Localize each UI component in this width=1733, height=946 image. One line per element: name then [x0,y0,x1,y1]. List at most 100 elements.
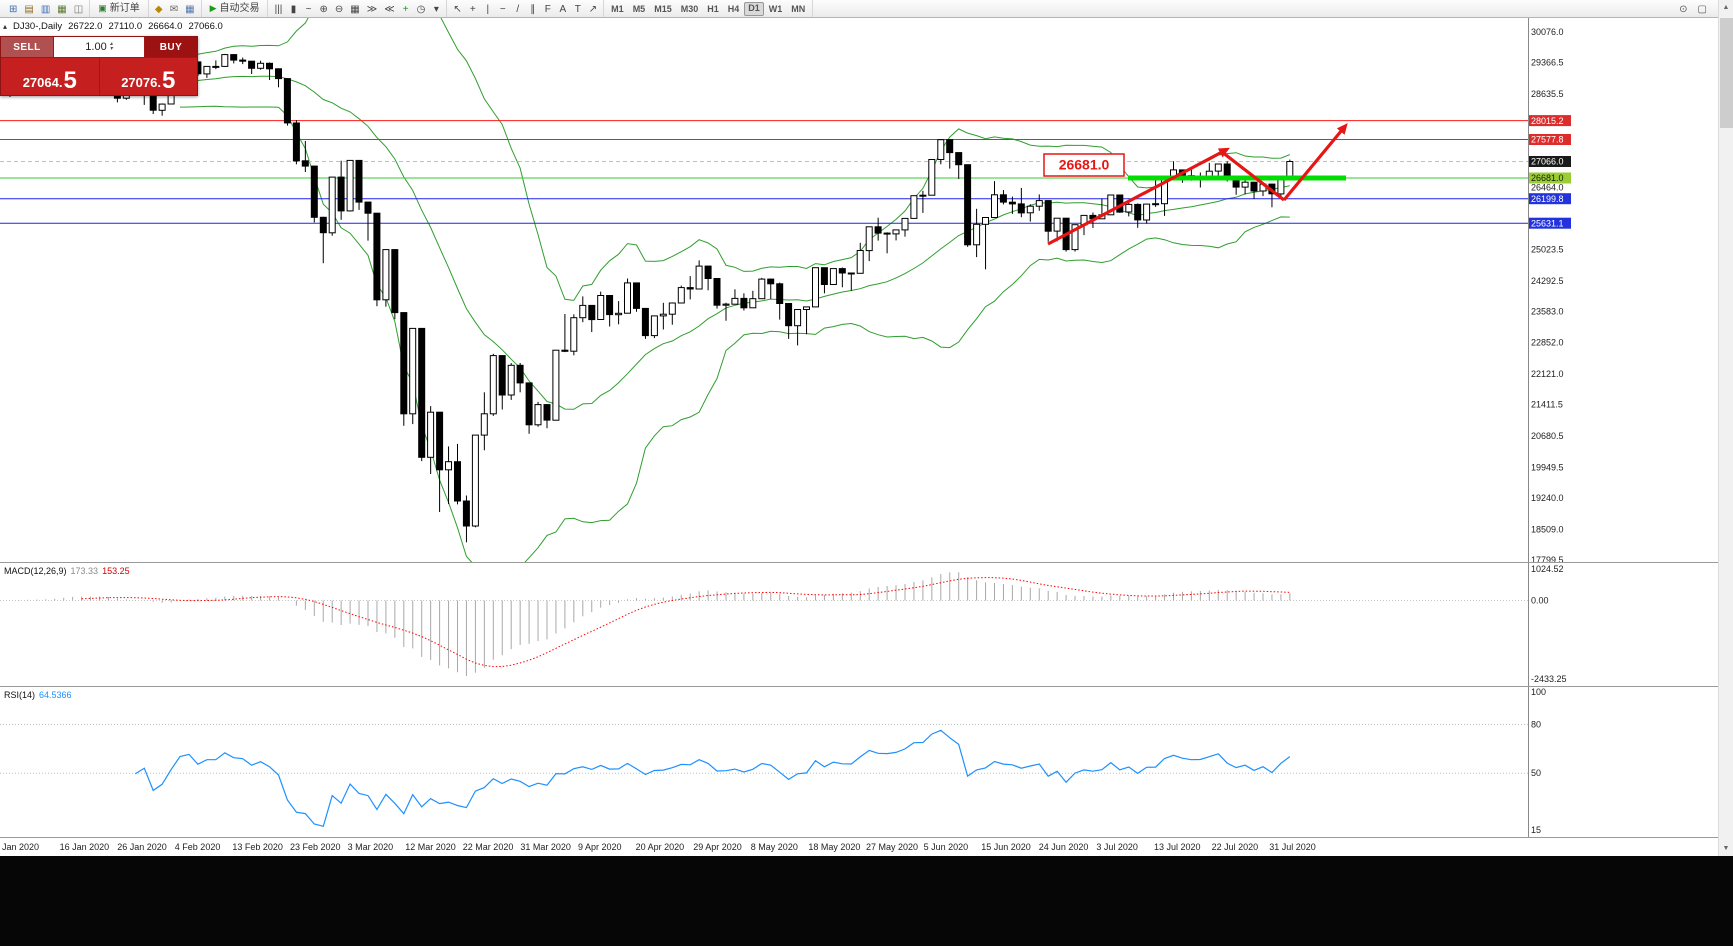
rsi-name: RSI(14) [4,690,36,700]
timeframe-d1[interactable]: D1 [744,1,764,16]
candlestick-chart-icon[interactable]: ▮ [290,3,297,15]
rsi-scale-tick: 50 [1531,768,1541,778]
tile-windows-icon[interactable]: ▦ [350,3,360,15]
mailbox-icon[interactable]: ✉ [169,3,179,15]
chart-window[interactable]: 30076.0 29366.5 28635.5 26464.0 25023.5 24292… [0,18,1733,946]
timeframe-w1[interactable]: W1 [768,3,783,14]
data-window-icon[interactable]: ▦ [57,3,67,15]
candles [6,53,1294,543]
vertical-line-icon[interactable]: | [486,3,490,15]
economic-calendar-icon[interactable]: ▦ [185,3,195,15]
rsi-scale-tick: 15 [1531,825,1541,835]
templates-icon[interactable]: ▾ [433,3,439,15]
time-label: 27 May 2020 [866,842,919,852]
text-icon[interactable]: A [559,3,567,15]
market-watch-icon[interactable]: ▥ [40,3,51,15]
time-label: 15 Jun 2020 [981,842,1031,852]
ohlc-high: 27110.0 [108,21,143,32]
lot-size-input[interactable]: 1.00 ▴ ▾ [53,37,145,57]
one-click-trading-panel: SELL 1.00 ▴ ▾ BUY 27064. 5 27076. 5 [0,36,198,96]
scroll-up-icon[interactable]: ▲ [1722,4,1730,11]
macd-scale-tick: 1024.52 [1531,564,1564,574]
price-callout-box[interactable] [1043,153,1125,177]
ohlc-low: 26664.0 [148,21,183,32]
macd-histogram [18,572,1291,677]
crosshair-icon[interactable]: + [469,3,476,15]
cursor-icon[interactable]: ↖ [453,3,462,15]
price-chart[interactable]: 30076.0 29366.5 28635.5 26464.0 25023.5 24292… [0,18,1733,562]
rsi-line [134,729,1291,828]
rsi-scale-tick: 80 [1531,720,1541,730]
toolbar-draw-group: ↖ + | − / ∥ F A T ↗ [447,0,605,17]
timeframe-m1[interactable]: M1 [611,3,624,14]
macd-name: MACD(12,26,9) [4,566,67,576]
timeframe-m15[interactable]: M15 [654,3,672,14]
stepper-down-icon[interactable]: ▾ [109,46,113,52]
trendline-icon[interactable]: / [516,3,520,15]
price-tick: 22852.0 [1531,338,1564,348]
bollinger-band [179,18,1290,301]
label-icon[interactable]: T [574,3,581,15]
ohlc-open: 26722.0 [68,21,103,32]
auto-scroll-icon[interactable]: ≫ [366,3,378,15]
zoom-out-icon[interactable]: ⊖ [334,3,344,15]
panel-separator-macd[interactable] [0,562,1733,563]
new-chart-icon[interactable]: ⊞ [9,3,18,15]
toolbar-tools-group: ◆ ✉ ▦ [149,0,202,17]
timeframe-h1[interactable]: H1 [707,3,719,14]
periods-icon[interactable]: ◷ [416,3,426,15]
timeframe-h4[interactable]: H4 [727,3,740,14]
rsi-panel[interactable]: 100 80 50 15 [0,687,1733,837]
time-label: 26 Jan 2020 [117,842,167,852]
oct-collapse-icon[interactable]: ▴ [3,22,8,31]
navigator-icon[interactable]: ◫ [73,3,84,15]
new-order-button[interactable]: ▣ 新订单 [93,2,145,16]
bottom-bar [0,856,1733,946]
time-label: 31 Jul 2020 [1269,842,1316,852]
bars-chart-icon[interactable]: ||| [274,3,283,15]
workspace-icon[interactable]: ▢ [1697,3,1707,15]
price-tick: 29366.5 [1531,58,1564,68]
macd-panel[interactable]: 1024.52 0.00 -2433.25 [0,563,1733,686]
search-icon[interactable]: ⊙ [1679,3,1688,15]
ohlc-close: 27066.0 [188,21,223,32]
vertical-scrollbar[interactable]: ▲ ▼ [1718,0,1733,856]
hline-price-label [1529,115,1571,127]
time-axis[interactable]: Jan 2020 16 Jan 2020 26 Jan 2020 4 Feb 2020… [0,838,1733,856]
buy-price[interactable]: 27076. 5 [98,58,198,95]
time-label: 12 Mar 2020 [405,842,456,852]
stepper-up-icon[interactable]: ▴ [109,41,113,47]
indicators-icon[interactable]: + [402,3,409,15]
channel-icon[interactable]: ∥ [530,3,536,15]
arrows-icon[interactable]: ↗ [588,3,598,15]
profiles-icon[interactable]: ▤ [24,3,34,15]
trend-arrow[interactable] [1221,150,1285,202]
timeframe-m30[interactable]: M30 [680,3,699,14]
rsi-label: RSI(14) 64.5366 [4,690,72,700]
trend-arrow[interactable] [1047,150,1223,246]
chart-shift-icon[interactable]: ≪ [384,3,395,15]
price-tick: 20680.5 [1531,431,1564,441]
timeframe-group: M1 M5 M15 M30 H1 H4 D1 W1 MN [604,0,814,17]
metaeditor-icon[interactable]: ◆ [154,3,163,15]
rsi-value: 64.5366 [39,690,72,700]
autotrading-button[interactable]: ▶ 自动交易 [205,2,265,16]
lot-stepper[interactable]: ▴ ▾ [109,41,113,52]
panel-separator-rsi[interactable] [0,686,1733,687]
arrow-head [1336,123,1348,135]
fibonacci-icon[interactable]: F [544,3,551,15]
sell-button[interactable]: SELL [1,37,53,57]
trend-arrow[interactable] [1282,128,1344,202]
scroll-down-icon[interactable]: ▼ [1722,845,1730,852]
timeframe-mn[interactable]: MN [791,3,806,14]
horizontal-line-icon[interactable]: − [499,3,506,15]
scrollbar-thumb[interactable] [1720,18,1733,128]
zoom-in-icon[interactable]: ⊕ [319,3,328,15]
timeframe-m5[interactable]: M5 [632,3,646,14]
buy-button[interactable]: BUY [145,37,197,57]
price-tick: 21411.5 [1531,400,1563,410]
sell-price[interactable]: 27064. 5 [22,67,77,94]
line-chart-icon[interactable]: ~ [305,3,312,15]
toolbar-order-group: ▣ 新订单 [90,0,149,17]
toolbar: ⊞ ▤ ▥ ▦ ◫ ▣ 新订单 ◆ ✉ ▦ ▶ 自动交易 ||| ▮ ~ ⊕ ⊖ ▦ ≫ ≪ + ◷ ▾ ↖ + |… [0,0,1733,18]
